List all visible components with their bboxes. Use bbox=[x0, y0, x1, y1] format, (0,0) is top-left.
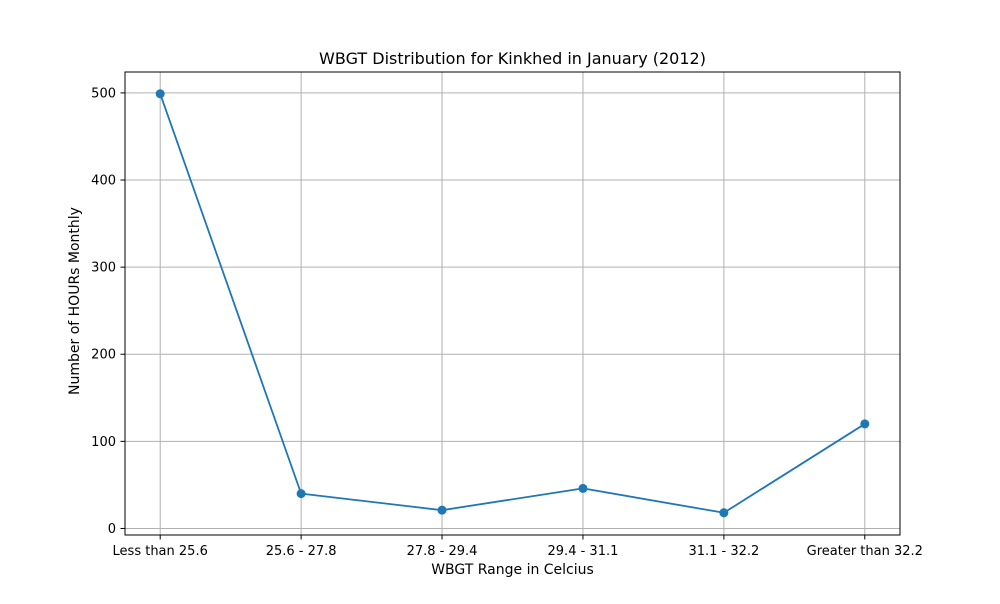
x-tick-label: 31.1 - 32.2 bbox=[688, 544, 759, 559]
data-point bbox=[578, 483, 588, 493]
chart-title: WBGT Distribution for Kinkhed in January… bbox=[319, 49, 706, 68]
x-tick-label: 29.4 - 31.1 bbox=[548, 544, 619, 559]
y-tick-label: 100 bbox=[91, 435, 116, 450]
y-tick-label: 200 bbox=[91, 348, 116, 363]
data-point bbox=[296, 489, 306, 499]
x-tick-label: 27.8 - 29.4 bbox=[407, 544, 478, 559]
x-tick-label: 25.6 - 27.8 bbox=[266, 544, 337, 559]
y-axis-label: Number of HOURs Monthly bbox=[67, 207, 83, 395]
y-tick-label: 500 bbox=[91, 86, 116, 101]
y-tick-label: 300 bbox=[91, 261, 116, 276]
y-ticks: 0 100 200 300 400 500 bbox=[91, 86, 125, 537]
x-tick-label: Less than 25.6 bbox=[113, 544, 208, 559]
data-point bbox=[719, 508, 729, 518]
data-point bbox=[860, 419, 870, 429]
series-layer bbox=[155, 89, 870, 518]
data-point bbox=[155, 89, 165, 99]
series-line bbox=[159, 93, 866, 514]
x-axis-label: WBGT Range in Celcius bbox=[431, 562, 594, 578]
data-point bbox=[437, 505, 447, 515]
plot-frame bbox=[124, 71, 901, 536]
x-ticks: Less than 25.6 25.6 - 27.8 27.8 - 29.4 29.4… bbox=[113, 535, 923, 559]
x-tick-label: Greater than 32.2 bbox=[807, 544, 923, 559]
y-tick-label: 0 bbox=[108, 522, 116, 537]
y-tick-label: 400 bbox=[91, 174, 116, 189]
grid-lines bbox=[125, 72, 900, 535]
